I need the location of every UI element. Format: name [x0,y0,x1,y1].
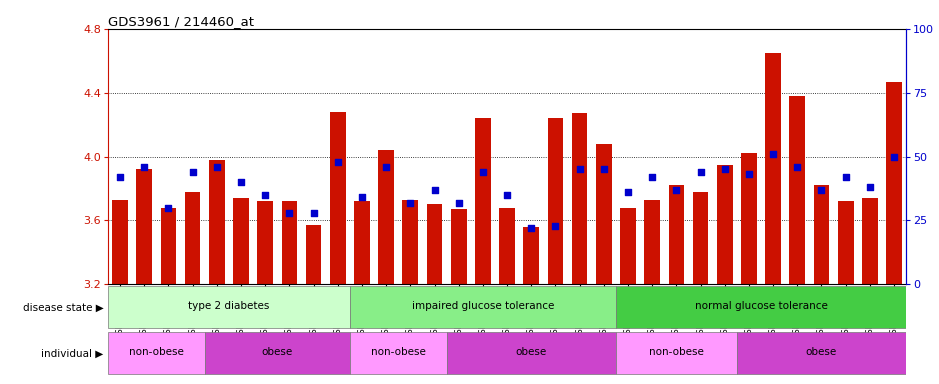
Point [403,199,418,205]
Point [572,166,587,172]
Text: obese: obese [806,348,837,358]
Bar [257,201,273,284]
Point [475,169,490,175]
Point [765,151,780,157]
Point [886,154,901,160]
Bar [790,96,805,284]
Point [839,174,854,180]
Point [427,187,442,193]
Text: GDS3961 / 214460_at: GDS3961 / 214460_at [108,15,254,28]
Bar [616,286,906,328]
Point [524,225,539,231]
Point [596,166,611,172]
Point [113,174,128,180]
Point [282,210,297,216]
Text: non-obese: non-obese [371,348,425,358]
Point [209,164,224,170]
Bar [447,332,616,374]
Text: obese: obese [516,348,546,358]
Bar [330,112,346,284]
Bar [620,208,636,284]
Bar [185,192,201,284]
Bar [350,286,616,328]
Bar [354,201,370,284]
Bar [403,200,418,284]
Bar [741,153,757,284]
Bar [737,332,906,374]
Bar [108,286,350,328]
Bar [113,200,128,284]
Bar [693,192,708,284]
Bar [500,208,515,284]
Bar [669,185,685,284]
Bar [886,81,901,284]
Bar [233,198,249,284]
Point [645,174,660,180]
Point [257,192,272,198]
Point [137,164,152,170]
Point [621,189,636,195]
Bar [378,150,394,284]
Point [669,187,684,193]
Text: disease state ▶: disease state ▶ [23,302,103,312]
Bar [451,209,467,284]
Bar [616,332,737,374]
Bar [209,160,224,284]
Bar [136,169,152,284]
Bar [205,332,350,374]
Bar [161,208,177,284]
Bar [572,113,588,284]
Bar [475,118,491,284]
Bar [596,144,611,284]
Bar [350,332,447,374]
Point [500,192,515,198]
Bar [862,198,878,284]
Point [451,199,466,205]
Bar [108,332,205,374]
Point [693,169,708,175]
Point [331,159,346,165]
Point [717,166,732,172]
Point [234,179,249,185]
Bar [547,118,563,284]
Bar [426,204,442,284]
Bar [765,53,781,284]
Bar [306,225,321,284]
Point [862,184,877,190]
Point [814,187,829,193]
Point [306,210,321,216]
Bar [838,201,854,284]
Text: impaired glucose tolerance: impaired glucose tolerance [411,301,554,311]
Point [378,164,393,170]
Text: individual ▶: individual ▶ [41,348,103,358]
Text: non-obese: non-obese [129,348,184,358]
Text: obese: obese [262,348,293,358]
Text: type 2 diabetes: type 2 diabetes [188,301,269,311]
Point [354,194,369,200]
Point [548,222,563,228]
Point [161,205,176,211]
Bar [716,165,732,284]
Bar [813,185,829,284]
Bar [282,201,298,284]
Bar [523,227,539,284]
Point [790,164,805,170]
Text: normal glucose tolerance: normal glucose tolerance [695,301,827,311]
Point [185,169,200,175]
Bar [644,200,660,284]
Text: non-obese: non-obese [649,348,704,358]
Point [742,171,757,177]
